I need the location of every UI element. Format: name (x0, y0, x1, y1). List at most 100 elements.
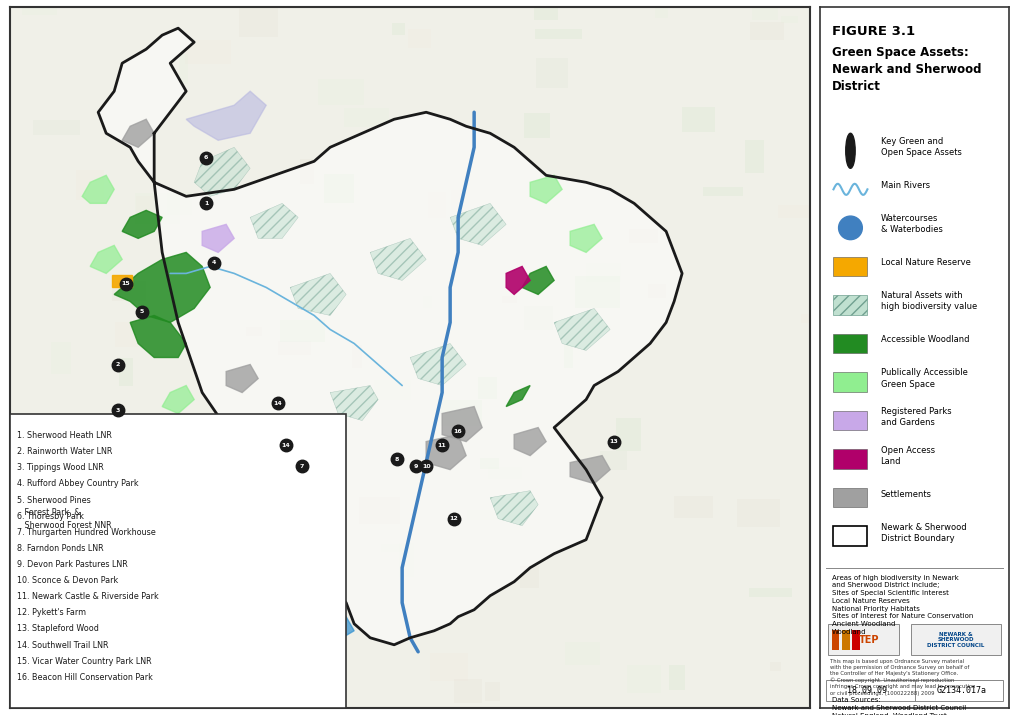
Polygon shape (426, 435, 466, 470)
Bar (423, 296, 432, 308)
Bar (118, 358, 133, 385)
Bar (398, 543, 415, 577)
Text: Green Space Assets:
Newark and Sherwood
District: Green Space Assets: Newark and Sherwood … (832, 46, 981, 93)
Bar (112, 282, 146, 301)
Bar (629, 229, 658, 243)
Text: 9: 9 (414, 463, 418, 468)
Text: This map is based upon Ordnance Survey material
with the permission of Ordnance : This map is based upon Ordnance Survey m… (829, 659, 975, 696)
Bar (648, 284, 666, 297)
Text: 2: 2 (116, 362, 120, 367)
Bar (566, 642, 600, 665)
Text: 6. Thoresby Park: 6. Thoresby Park (16, 512, 84, 521)
Bar (197, 673, 228, 684)
Bar (167, 192, 192, 215)
Polygon shape (90, 245, 122, 273)
Bar (834, 257, 867, 276)
Polygon shape (266, 505, 314, 540)
Bar (832, 630, 840, 650)
Polygon shape (506, 385, 530, 407)
Bar (834, 373, 867, 392)
Bar (745, 140, 764, 173)
Text: Open Access
Land: Open Access Land (880, 445, 934, 465)
Text: Natural Assets with
high biodiversity value: Natural Assets with high biodiversity va… (880, 292, 977, 312)
Text: 3: 3 (116, 408, 120, 413)
Text: 10. Sconce & Devon Park: 10. Sconce & Devon Park (16, 576, 118, 585)
Text: Areas of high biodiversity in Newark
and Sherwood District include;
Sites of Spe: Areas of high biodiversity in Newark and… (832, 575, 973, 635)
Bar (299, 433, 332, 446)
Bar (374, 380, 412, 400)
Bar (521, 566, 539, 588)
Bar (352, 345, 362, 368)
Text: 8: 8 (394, 457, 398, 462)
Bar (668, 665, 685, 689)
Polygon shape (98, 28, 682, 645)
Polygon shape (226, 365, 258, 393)
Polygon shape (522, 267, 554, 295)
Polygon shape (83, 175, 114, 203)
Bar (239, 2, 278, 36)
Text: 16: 16 (453, 428, 463, 433)
Polygon shape (506, 267, 530, 295)
Polygon shape (162, 385, 195, 413)
Bar (83, 591, 93, 618)
Text: 7. Thurgarten Hundred Workhouse: 7. Thurgarten Hundred Workhouse (16, 528, 155, 537)
Polygon shape (571, 225, 602, 252)
Polygon shape (410, 343, 466, 385)
Bar (312, 522, 332, 534)
Polygon shape (202, 225, 234, 252)
Bar (750, 22, 784, 40)
Bar (834, 526, 867, 546)
Polygon shape (122, 119, 154, 147)
Bar (318, 79, 364, 105)
Text: 7: 7 (300, 463, 305, 468)
Bar (737, 499, 781, 527)
Bar (826, 680, 1003, 701)
Bar (536, 58, 568, 88)
Polygon shape (250, 203, 299, 238)
Text: 3. Tippings Wood LNR: 3. Tippings Wood LNR (16, 463, 103, 473)
Bar (655, 4, 668, 18)
Text: 16. Beacon Hill Conservation Park: 16. Beacon Hill Conservation Park (16, 673, 153, 682)
Polygon shape (306, 617, 355, 645)
Bar (834, 295, 867, 315)
Bar (485, 682, 500, 701)
Text: Settlements: Settlements (880, 490, 931, 498)
Bar (834, 410, 867, 430)
Text: 4. Rufford Abbey Country Park: 4. Rufford Abbey Country Park (16, 480, 139, 488)
Bar (430, 654, 468, 681)
Text: 6: 6 (204, 155, 208, 160)
Bar (22, 0, 57, 15)
Bar (237, 531, 268, 546)
Text: 14: 14 (274, 400, 282, 405)
Circle shape (846, 133, 855, 168)
Bar (675, 495, 713, 518)
Bar (280, 320, 325, 342)
Text: Main Rivers: Main Rivers (880, 182, 929, 190)
Bar (467, 511, 498, 520)
Text: 4: 4 (212, 260, 216, 265)
Polygon shape (530, 175, 562, 203)
Text: 18.09.09: 18.09.09 (848, 686, 888, 695)
Bar (296, 463, 315, 493)
Bar (586, 264, 622, 282)
Bar (682, 107, 715, 132)
Bar (488, 467, 522, 479)
Bar (381, 543, 403, 551)
Text: Key Green and
Open Space Assets: Key Green and Open Space Assets (880, 137, 962, 157)
Bar (35, 495, 79, 530)
Bar (834, 334, 867, 353)
Polygon shape (195, 147, 250, 197)
Bar (217, 585, 245, 615)
Ellipse shape (839, 216, 862, 240)
Bar (478, 377, 497, 398)
Text: 5. Sherwood Pines: 5. Sherwood Pines (16, 495, 91, 505)
Bar (703, 187, 743, 195)
Bar (133, 588, 156, 614)
Bar (842, 630, 850, 650)
Polygon shape (130, 315, 186, 358)
Bar (564, 345, 573, 368)
Text: 14. Southwell Trail LNR: 14. Southwell Trail LNR (16, 641, 108, 650)
Bar (769, 663, 781, 671)
Bar (834, 449, 867, 469)
Bar (135, 193, 180, 225)
